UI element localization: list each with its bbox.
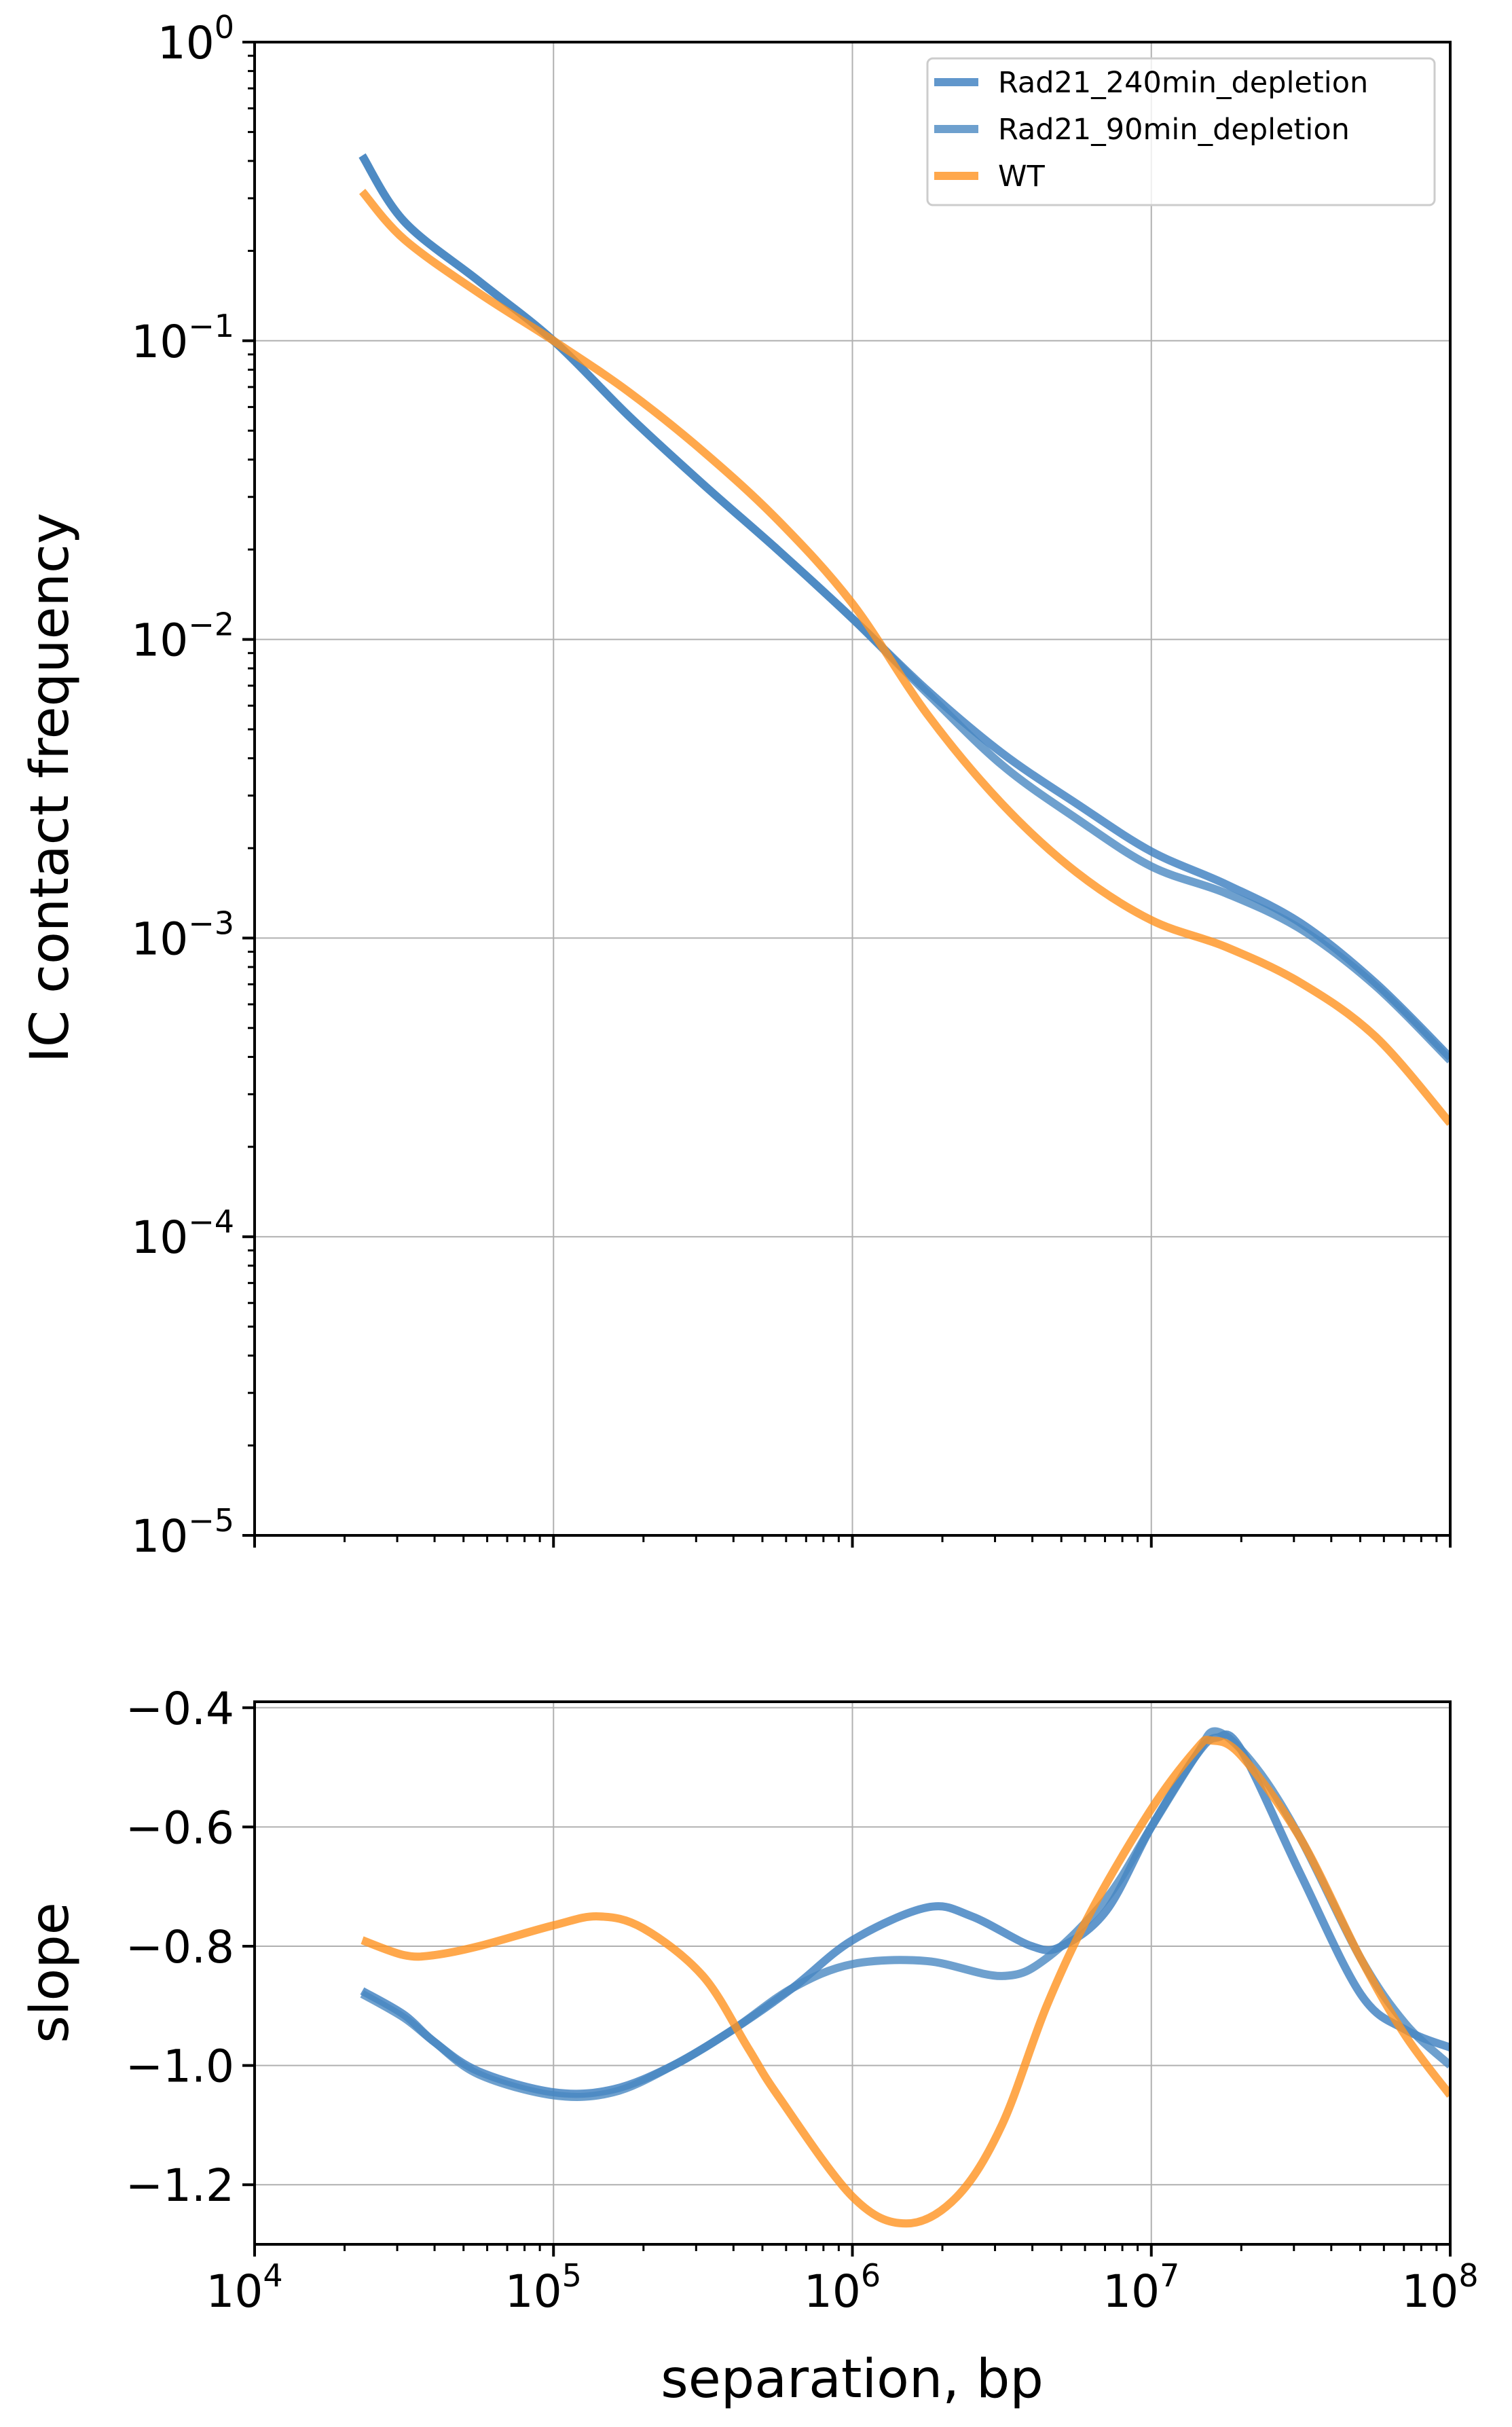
x-tick-label: 107 — [1103, 2257, 1179, 2318]
bottom-y-axis-label: slope — [20, 1902, 81, 2043]
x-tick-label: 108 — [1401, 2257, 1478, 2318]
x-axis-label: separation, bp — [661, 2349, 1044, 2410]
y-tick-label: 10−4 — [131, 1203, 234, 1264]
y-tick-label: −0.4 — [126, 1683, 234, 1735]
top-y-axis-label: IC contact frequency — [20, 513, 81, 1063]
y-tick-label: 10−5 — [131, 1502, 234, 1563]
y-tick-label: −0.6 — [126, 1802, 234, 1854]
x-tick-label: 104 — [206, 2257, 282, 2318]
slope-plot: 104 105 106 107 108 −0.4 −0.6 −0.8 −1.0 −1.2 — [126, 1683, 1479, 2318]
legend-label: Rad21_90min_depletion — [998, 113, 1350, 147]
y-tick-label: −0.8 — [126, 1921, 234, 1973]
contact-frequency-plot: 100 10−1 10−2 10−3 10−4 10−5 — [131, 9, 1452, 1563]
x-tick-label: 106 — [804, 2257, 881, 2318]
legend: Rad21_240min_depletion Rad21_90min_deplet… — [926, 57, 1436, 206]
y-tick-label: −1.2 — [126, 2159, 234, 2212]
legend-box — [926, 57, 1436, 206]
x-tick-label: 105 — [505, 2257, 582, 2318]
y-tick-label: −1.0 — [126, 2041, 234, 2093]
y-tick-label: 100 — [158, 9, 234, 69]
series-line-WT — [358, 188, 1450, 1126]
legend-label: Rad21_240min_depletion — [998, 66, 1368, 100]
legend-label: WT — [998, 160, 1046, 194]
y-tick-label: 10−3 — [131, 905, 234, 965]
series-line-WT — [361, 1736, 1450, 2228]
y-tick-label: 10−2 — [131, 606, 234, 667]
y-tick-label: 10−1 — [131, 308, 234, 368]
axes-frame — [253, 1700, 1452, 2246]
axes-frame — [253, 41, 1452, 1537]
